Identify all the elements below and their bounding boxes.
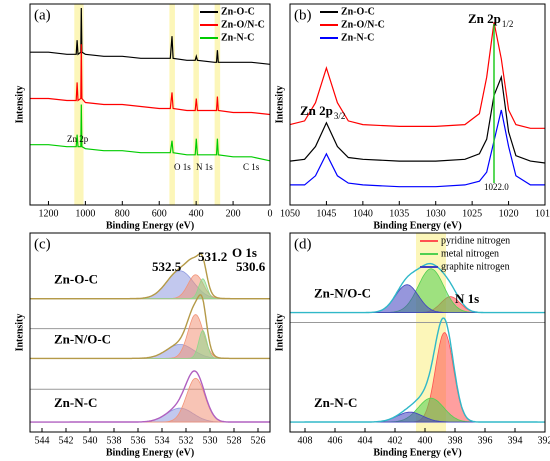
x-tick-label: 396 bbox=[478, 435, 493, 446]
x-tick-label: 544 bbox=[35, 435, 50, 446]
fit-component bbox=[30, 344, 270, 359]
fit-component bbox=[29, 407, 271, 423]
stack-label: Zn-N/O-C bbox=[314, 286, 371, 301]
x-tick-label: 600 bbox=[152, 208, 167, 219]
envelope bbox=[30, 293, 270, 360]
x-tick-label: 400 bbox=[418, 435, 433, 446]
envelope bbox=[290, 262, 545, 314]
y-axis-label: Intensity bbox=[14, 86, 25, 124]
x-axis-label: Binding Energy (eV) bbox=[373, 447, 461, 458]
annotation-sub: 1/2 bbox=[502, 19, 514, 29]
x-tick-label: 408 bbox=[298, 435, 313, 446]
x-tick-label: 392 bbox=[538, 435, 550, 446]
envelope bbox=[30, 370, 270, 423]
x-tick-label: 528 bbox=[227, 435, 242, 446]
x-axis-label: Binding Energy (eV) bbox=[106, 220, 194, 231]
annotation: 532.5 bbox=[152, 259, 182, 274]
x-tick-label: 400 bbox=[189, 208, 204, 219]
envelope bbox=[290, 317, 545, 423]
plot-frame bbox=[289, 232, 546, 433]
stack-label: Zn-N/O-C bbox=[54, 331, 111, 346]
x-tick-label: 542 bbox=[59, 435, 74, 446]
y-axis-label: Intensity bbox=[274, 314, 285, 352]
x-tick-label: 536 bbox=[131, 435, 146, 446]
x-tick-label: 0 bbox=[268, 208, 273, 219]
x-tick-label: 534 bbox=[155, 435, 170, 446]
x-tick-label: 398 bbox=[448, 435, 463, 446]
stack-label: Zn-N-C bbox=[314, 395, 357, 410]
spectrum-line bbox=[289, 22, 545, 129]
annotation: Zn 2p bbox=[300, 103, 333, 118]
annotation: 530.6 bbox=[236, 259, 266, 274]
annotation: C 1s bbox=[243, 162, 260, 172]
legend-label: graphite nitrogen bbox=[441, 261, 510, 272]
annotation-sub: 3/2 bbox=[334, 111, 346, 121]
legend-label: pyridine nitrogen bbox=[441, 235, 510, 246]
x-tick-label: 406 bbox=[328, 435, 343, 446]
envelope bbox=[30, 253, 270, 300]
x-tick-label: 1000 bbox=[75, 208, 95, 219]
highlight bbox=[169, 4, 175, 205]
annotation: 531.2 bbox=[198, 249, 227, 264]
fit-component bbox=[290, 411, 545, 423]
x-tick-label: 402 bbox=[388, 435, 403, 446]
annotation: Zn 2p bbox=[468, 11, 501, 26]
spectrum-line bbox=[30, 44, 271, 116]
spectrum-line bbox=[290, 109, 545, 188]
legend-label: Zn-O-C bbox=[341, 6, 375, 17]
x-tick-label: 404 bbox=[358, 435, 373, 446]
x-tick-label: 532 bbox=[179, 435, 194, 446]
x-tick-label: 1040 bbox=[353, 208, 373, 219]
y-axis-label: Intensity bbox=[274, 86, 285, 124]
x-tick-label: 200 bbox=[226, 208, 241, 219]
x-tick-label: 1015 bbox=[535, 208, 550, 219]
annotation: Zn 2p bbox=[67, 134, 89, 144]
x-tick-label: 800 bbox=[115, 208, 130, 219]
legend-label: Zn-N-C bbox=[341, 32, 374, 43]
legend-label: Zn-O/N-C bbox=[341, 19, 385, 30]
panel-title: (a) bbox=[34, 7, 51, 23]
annotation: N 1s bbox=[455, 291, 479, 306]
x-tick-label: 540 bbox=[83, 435, 98, 446]
plot-frame bbox=[29, 232, 271, 433]
legend-label: Zn-O-C bbox=[221, 6, 255, 17]
x-tick-label: 1030 bbox=[426, 208, 446, 219]
x-tick-label: 1045 bbox=[316, 208, 336, 219]
annotation: O 1s bbox=[232, 245, 257, 260]
highlight bbox=[74, 4, 84, 205]
x-tick-label: 530 bbox=[203, 435, 218, 446]
x-tick-label: 1035 bbox=[389, 208, 409, 219]
plot-frame bbox=[289, 3, 546, 206]
x-tick-label: 1050 bbox=[280, 208, 300, 219]
legend-label: metal nitrogen bbox=[441, 248, 499, 259]
x-tick-label: 1020 bbox=[499, 208, 519, 219]
panel-title: (b) bbox=[294, 7, 312, 23]
panel-title: (c) bbox=[34, 236, 51, 252]
x-tick-label: 526 bbox=[251, 435, 266, 446]
spectrum-line bbox=[30, 104, 271, 162]
annotation: 1022.0 bbox=[484, 182, 509, 192]
spectrum-line bbox=[289, 74, 546, 164]
legend-label: Zn-O/N-C bbox=[221, 19, 265, 30]
x-tick-label: 1025 bbox=[462, 208, 482, 219]
x-axis-label: Binding Energy (eV) bbox=[373, 220, 461, 231]
x-tick-label: 1200 bbox=[38, 208, 58, 219]
spectrum-line bbox=[30, 7, 271, 65]
annotation: O 1s bbox=[174, 162, 191, 172]
legend-label: Zn-N-C bbox=[221, 32, 254, 43]
annotation: N 1s bbox=[196, 162, 213, 172]
y-axis-label: Intensity bbox=[14, 314, 25, 352]
x-axis-label: Binding Energy (eV) bbox=[106, 447, 194, 458]
x-tick-label: 538 bbox=[107, 435, 122, 446]
panel-title: (d) bbox=[294, 236, 312, 252]
x-tick-label: 394 bbox=[508, 435, 523, 446]
plot-frame bbox=[29, 3, 271, 206]
stack-label: Zn-N-C bbox=[54, 395, 97, 410]
stack-label: Zn-O-C bbox=[54, 272, 98, 287]
